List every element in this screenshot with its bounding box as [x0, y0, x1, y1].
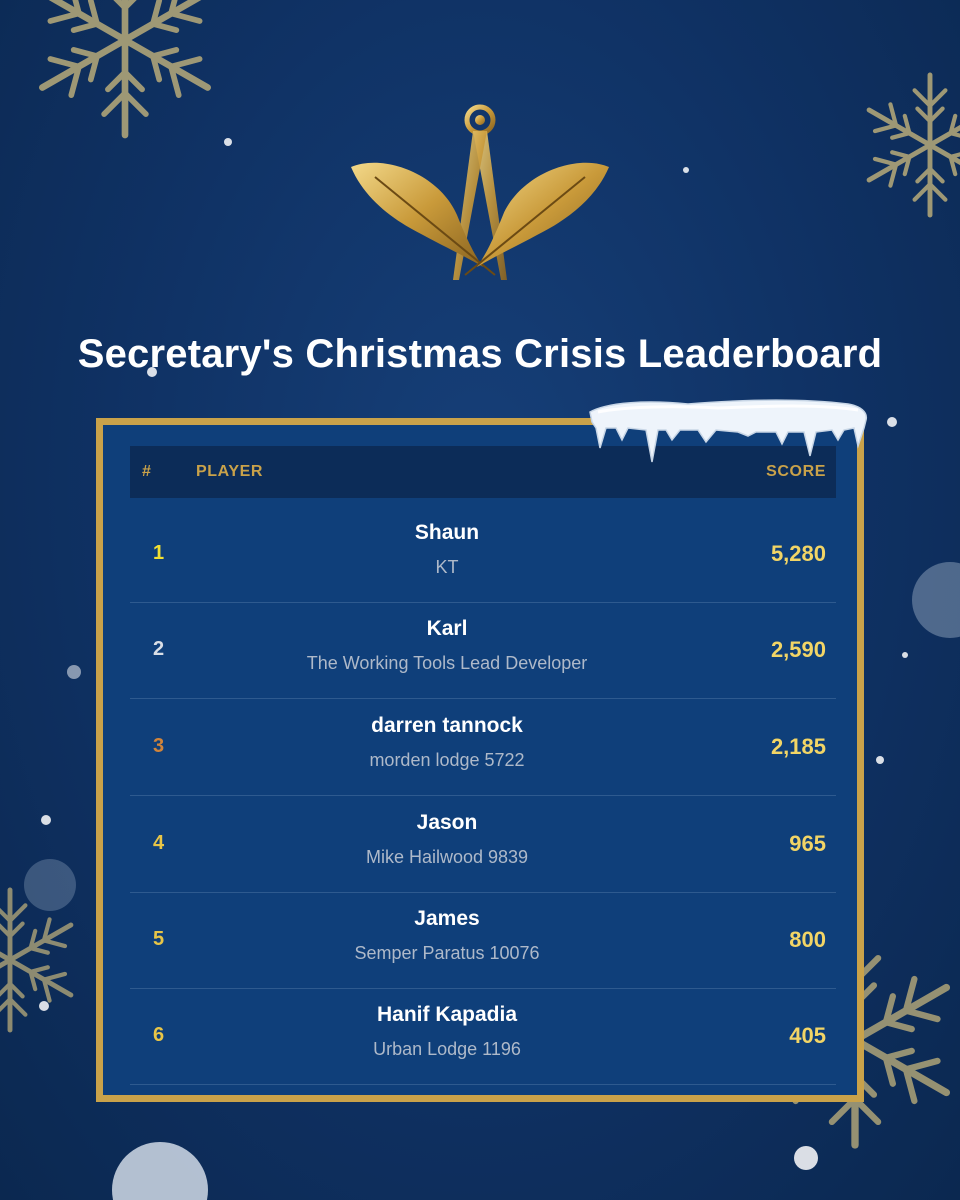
snowflake-icon: [42, 0, 207, 135]
player-name: Shaun: [414, 521, 480, 544]
table-row: 1 Shaun KT 5,280: [130, 506, 836, 603]
score-cell: 405: [789, 1023, 826, 1048]
player-lodge: Urban Lodge 1196: [373, 1039, 521, 1059]
table-row: 2 Karl The Working Tools Lead Developer …: [130, 602, 836, 699]
player-name: Karl: [426, 617, 468, 640]
table-row: 3 darren tannock morden lodge 5722 2,185: [130, 699, 836, 796]
score-cell: 2,590: [770, 637, 826, 662]
icicles-decoration: [589, 399, 868, 463]
player-name: Jason: [416, 811, 478, 834]
header-rank: #: [142, 463, 152, 480]
score-cell: 2,185: [770, 734, 826, 759]
table-row: 5 James Semper Paratus 10076 800: [130, 892, 836, 989]
player-name: Hanif Kapadia: [376, 1003, 518, 1026]
player-lodge: Semper Paratus 10076: [354, 943, 540, 963]
score-cell: 965: [789, 831, 826, 856]
player-lodge: Mike Hailwood 9839: [365, 847, 529, 867]
leaderboard-panel: # PLAYER SCORE 1 Shaun KT 5,280 2 Karl T…: [96, 418, 864, 1102]
page-title: Secretary's Christmas Crisis Leaderboard: [77, 332, 883, 376]
gold-compasses-quills-emblem: [351, 104, 609, 280]
rank-cell: 2: [153, 638, 165, 660]
snowflake-icon: [869, 75, 960, 215]
header-player: PLAYER: [196, 463, 264, 480]
score-cell: 800: [789, 927, 826, 952]
score-cell: 5,280: [770, 541, 826, 566]
player-name: James: [414, 907, 480, 930]
player-lodge: The Working Tools Lead Developer: [306, 653, 588, 673]
rank-cell: 6: [153, 1024, 165, 1046]
snowflake-icon: [0, 890, 71, 1030]
rank-cell: 4: [153, 832, 165, 854]
player-name: darren tannock: [371, 714, 523, 737]
table-header: # PLAYER SCORE: [130, 446, 836, 498]
rank-cell: 5: [153, 928, 165, 950]
header-score: SCORE: [766, 463, 826, 480]
rank-cell: 1: [153, 542, 165, 564]
table-row: 6 Hanif Kapadia Urban Lodge 1196 405: [130, 988, 836, 1085]
rank-cell: 3: [153, 735, 165, 757]
player-lodge: KT: [435, 557, 459, 577]
table-row: 4 Jason Mike Hailwood 9839 965: [130, 796, 836, 893]
player-lodge: morden lodge 5722: [369, 750, 525, 770]
